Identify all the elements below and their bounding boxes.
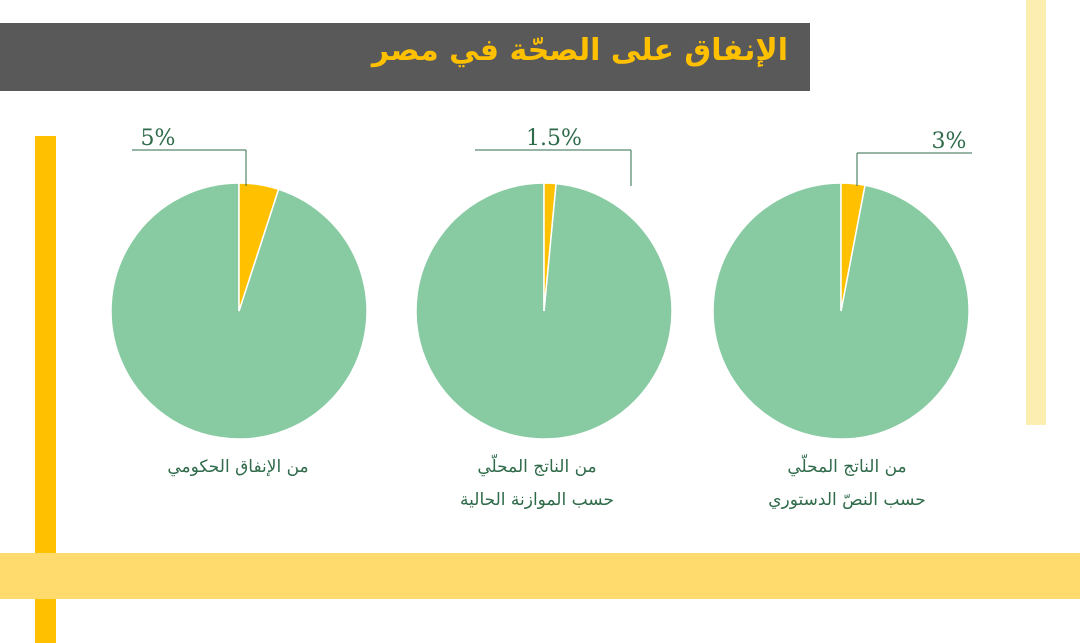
- pie-3-value-label: 3%: [932, 129, 967, 154]
- caption-pie-2-line-1: من الناتج المحلّي: [477, 457, 597, 477]
- caption-pie-1-line-1: من الإنفاق الحكومي: [167, 457, 309, 477]
- pie-3-value-slice: [840, 182, 866, 312]
- caption-pie-3-line-1: من الناتج المحلّي: [787, 457, 907, 477]
- title-bar: الإنفاق على الصحّة في مصر: [0, 23, 810, 91]
- left-accent-bar: [35, 136, 56, 643]
- pie-2-value-slice: [543, 182, 557, 312]
- bottom-accent-bar: [0, 553, 1080, 599]
- caption-pie-2: من الناتج المحلّي حسب الموازنة الحالية: [437, 451, 637, 517]
- right-accent-bar: [1026, 0, 1046, 425]
- page-title: الإنفاق على الصحّة في مصر: [371, 33, 788, 68]
- pie-1-value-label: 5%: [141, 126, 176, 151]
- pie-1-value-slice: [238, 182, 280, 312]
- pie-2-value-label: 1.5%: [526, 126, 582, 151]
- caption-pie-3-line-2: حسب النصّ الدستوري: [768, 490, 926, 510]
- caption-pie-2-line-2: حسب الموازنة الحالية: [460, 490, 614, 510]
- caption-pie-3: من الناتج المحلّي حسب النصّ الدستوري: [747, 451, 947, 517]
- caption-pie-1: من الإنفاق الحكومي: [138, 451, 338, 484]
